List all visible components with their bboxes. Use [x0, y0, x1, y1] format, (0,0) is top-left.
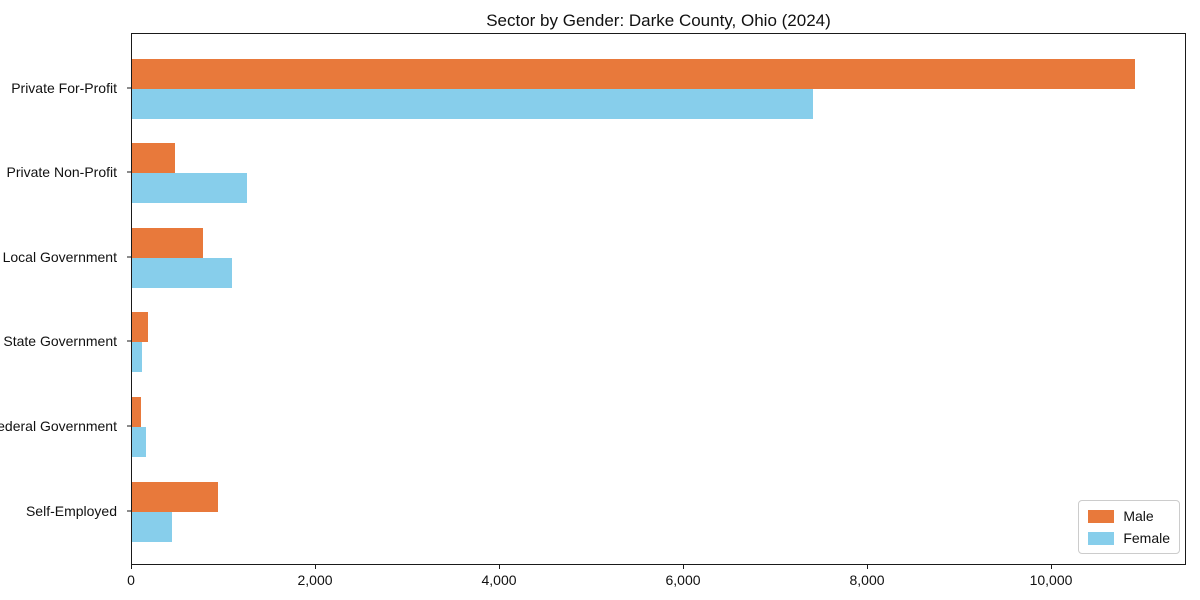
plot-area: Male Female [131, 33, 1186, 565]
chart-title: Sector by Gender: Darke County, Ohio (20… [486, 11, 831, 30]
bar-female-4 [132, 426, 146, 457]
y-tick-mark-0 [127, 87, 131, 88]
x-tick-mark-1 [315, 565, 316, 569]
legend-label-female: Female [1123, 530, 1170, 546]
x-tick-mark-0 [131, 565, 132, 569]
x-tick-label-2: 4,000 [481, 572, 517, 588]
legend-label-male: Male [1123, 508, 1154, 524]
bar-male-0 [132, 58, 1135, 89]
y-tick-mark-5 [127, 510, 131, 511]
y-tick-label-1: Private Non-Profit [6, 164, 117, 181]
legend-swatch-male [1088, 509, 1115, 523]
legend-entry-female: Female [1088, 530, 1170, 546]
x-tick-label-1: 2,000 [297, 572, 333, 588]
y-tick-label-2: Local Government [2, 248, 117, 265]
x-tick-label-3: 6,000 [665, 572, 701, 588]
y-tick-label-5: Self-Employed [25, 502, 117, 519]
bar-female-0 [132, 88, 813, 119]
bar-male-2 [132, 227, 203, 258]
x-tick-label-5: 10,000 [1029, 572, 1073, 588]
bar-female-2 [132, 257, 232, 288]
bar-male-1 [132, 143, 175, 174]
legend-entry-male: Male [1088, 508, 1170, 524]
x-tick-mark-3 [683, 565, 684, 569]
y-tick-mark-3 [127, 340, 131, 342]
y-tick-label-0: Private For-Profit [11, 79, 117, 96]
bar-female-1 [132, 173, 247, 204]
y-tick-mark-2 [127, 256, 131, 258]
y-tick-mark-4 [127, 425, 131, 427]
x-tick-label-4: 8,000 [849, 572, 885, 588]
legend: Male Female [1078, 500, 1180, 554]
y-tick-label-3: State Government [3, 333, 117, 350]
bar-female-3 [132, 342, 142, 373]
bar-male-5 [132, 481, 218, 512]
x-tick-mark-5 [1051, 565, 1052, 569]
x-tick-label-0: 0 [127, 572, 135, 588]
bar-female-5 [132, 511, 172, 542]
x-tick-mark-2 [499, 565, 500, 569]
bar-male-3 [132, 312, 148, 343]
legend-swatch-female [1088, 531, 1115, 545]
y-tick-label-4: Federal Government [0, 417, 117, 434]
bar-male-4 [132, 396, 141, 427]
y-tick-mark-1 [127, 171, 131, 173]
x-tick-mark-4 [867, 565, 868, 569]
